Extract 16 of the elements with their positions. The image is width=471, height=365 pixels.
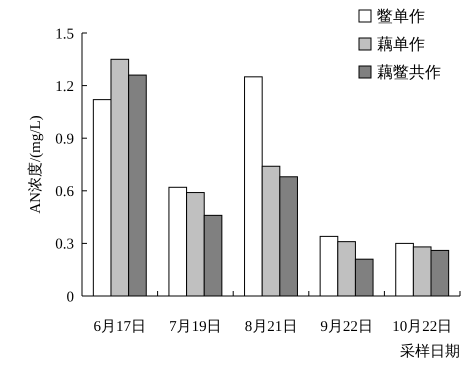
y-tick-label: 0 xyxy=(66,289,74,306)
y-tick-label: 1.5 xyxy=(55,26,74,42)
legend-label: 藕单作 xyxy=(377,36,425,54)
y-tick-label: 0.6 xyxy=(55,184,74,200)
x-tick-label: 7月19日 xyxy=(169,319,222,335)
y-tick-label: 1.2 xyxy=(55,78,74,95)
legend-label: 鳖单作 xyxy=(377,8,425,26)
x-tick-label: 10月22日 xyxy=(392,319,452,335)
y-tick-label: 0.3 xyxy=(55,236,74,253)
x-tick-label: 6月17日 xyxy=(94,319,146,335)
y-axis-title: AN浓度/(mg/L) xyxy=(27,115,44,214)
x-axis-title: 采样日期 xyxy=(400,343,460,360)
x-tick-label: 9月22日 xyxy=(320,319,373,335)
legend-label: 藕鳖共作 xyxy=(377,64,441,82)
y-tick-label: 0.9 xyxy=(55,131,74,148)
x-tick-label: 8月21日 xyxy=(244,319,298,335)
